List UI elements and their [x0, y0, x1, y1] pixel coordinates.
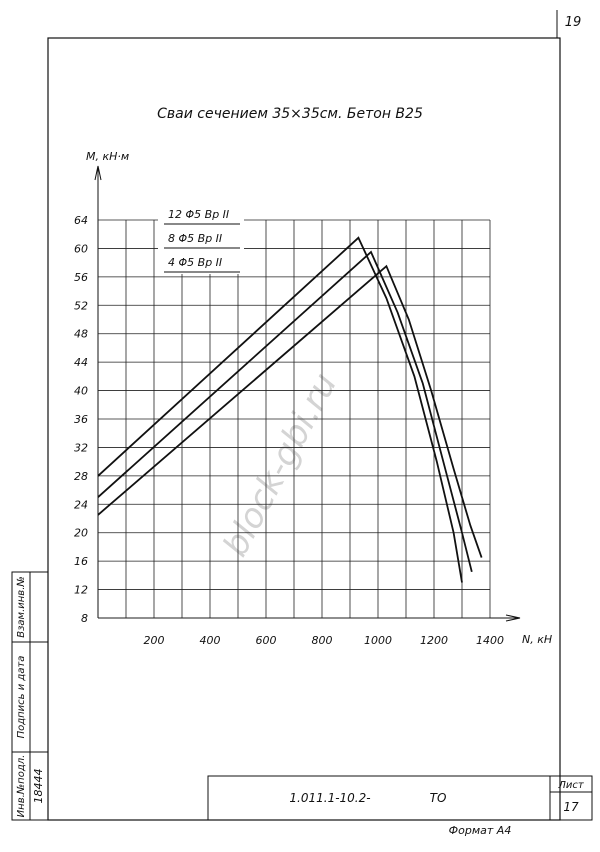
x-tick-label: 200 [144, 634, 165, 647]
y-arrow [94, 165, 102, 181]
y-tick-label: 44 [74, 356, 88, 369]
side-label: Подпись и дата [16, 656, 27, 739]
y-tick-label: 20 [74, 527, 88, 540]
sheet-label: Лист [557, 780, 585, 791]
side-label: Взам.инв.№ [16, 576, 27, 638]
y-tick-label: 56 [74, 271, 88, 284]
x-tick-label: 1400 [476, 634, 504, 647]
x-axis-label: N, кН [522, 633, 552, 646]
format: Формат А4 [449, 824, 512, 837]
legend-label: 12 Φ5 Вр II [168, 208, 229, 221]
y-tick-label: 24 [74, 498, 88, 511]
y-tick-label: 36 [74, 413, 88, 426]
y-tick-label: 60 [74, 242, 88, 255]
x-tick-label: 1200 [420, 634, 448, 647]
x-tick-label: 400 [200, 634, 221, 647]
y-tick-label: 52 [74, 299, 88, 312]
x-arrow [505, 614, 521, 622]
inventory-number: 18444 [32, 769, 45, 804]
legend-label: 4 Φ5 Вр II [168, 256, 222, 269]
x-tick-label: 600 [256, 634, 277, 647]
side-label: Инв.№подл. [16, 755, 27, 818]
document-code: 1.011.1-10.2- [289, 791, 370, 805]
y-tick-label: 40 [74, 385, 88, 398]
y-tick-label: 12 [74, 584, 88, 597]
series-line [97, 236, 463, 583]
x-tick-label: 1000 [364, 634, 392, 647]
y-tick-label: 28 [74, 470, 88, 483]
legend-label: 8 Φ5 Вр II [168, 232, 222, 245]
y-tick-label: 8 [81, 612, 88, 625]
sheet-number: 19 [565, 15, 582, 30]
y-tick-label: 48 [74, 328, 88, 341]
x-tick-label: 800 [312, 634, 333, 647]
series-line [97, 250, 473, 573]
stamp [207, 775, 593, 821]
y-axis-label: M, кН·м [86, 150, 129, 163]
legend-box [158, 200, 244, 274]
y-tick-label: 16 [74, 555, 88, 568]
y-tick-label: 64 [74, 214, 88, 227]
chart-title: Сваи сечением 35×35см. Бетон В25 [157, 106, 423, 122]
series-line [97, 264, 483, 558]
y-tick-label: 32 [74, 441, 88, 454]
document-type: ТО [430, 791, 447, 805]
sheet-value: 17 [563, 800, 579, 814]
